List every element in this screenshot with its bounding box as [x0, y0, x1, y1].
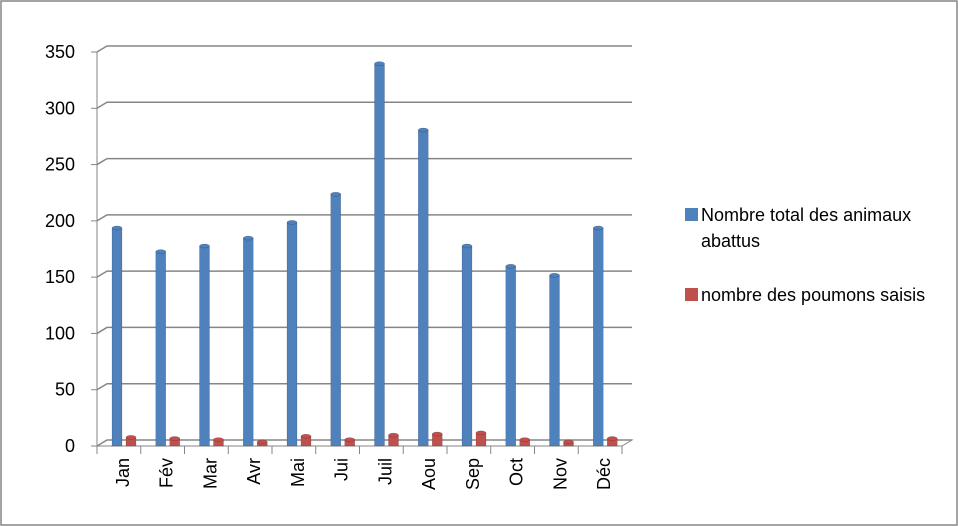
grid-line: [96, 382, 632, 391]
x-tick-label: Juil: [375, 458, 395, 485]
bar-top: [344, 437, 355, 442]
grid-line: [96, 326, 632, 335]
bar-top: [111, 225, 123, 231]
x-tick-label: Sep: [463, 458, 483, 490]
bar-top: [461, 243, 473, 249]
bar: [155, 251, 166, 447]
x-tick-label: Jui: [332, 458, 352, 481]
bar-group: [286, 220, 298, 447]
bar-group: [300, 433, 312, 447]
x-tick-label: Déc: [594, 458, 614, 490]
bar-top: [563, 439, 574, 445]
grid-line: [96, 101, 632, 109]
bar-group: [461, 243, 473, 447]
bar-top: [199, 243, 210, 249]
bar-top: [549, 273, 560, 278]
legend-label: nombre des poumons saisis: [701, 285, 926, 305]
bar-group: [519, 437, 530, 447]
y-tick-label: 0: [65, 436, 75, 456]
bar-top: [169, 436, 180, 441]
bar-group: [199, 243, 210, 447]
bar: [549, 275, 560, 447]
y-tick-label: 250: [45, 155, 75, 175]
bar-top: [505, 264, 516, 269]
bar-group: [418, 127, 429, 447]
x-tick-label: Nov: [550, 458, 570, 490]
x-tick-label: Oct: [507, 458, 527, 486]
bar-top: [155, 249, 166, 254]
grid-line: [96, 439, 632, 447]
y-tick-label: 300: [45, 98, 75, 118]
x-tick-label: Jan: [113, 458, 133, 487]
bar: [199, 245, 210, 447]
bar: [330, 193, 341, 447]
bar-group: [169, 436, 180, 447]
bar-group: [344, 437, 355, 447]
bar-top: [388, 432, 399, 438]
bar: [505, 266, 516, 447]
x-tick-label: Mai: [288, 458, 308, 487]
bar-top: [432, 431, 443, 437]
bar: [286, 222, 298, 447]
legend-item: Nombre total des animaux abattus: [685, 202, 945, 254]
bar-top: [607, 436, 618, 441]
bar-group: [257, 439, 268, 447]
bar-top: [593, 225, 604, 231]
bar: [374, 63, 385, 447]
bar-group: [607, 436, 618, 447]
bar-top: [213, 437, 224, 442]
bar-top: [286, 220, 298, 225]
bar-group: [374, 61, 385, 447]
x-tick-label: Fév: [157, 458, 177, 488]
bar-group: [432, 431, 443, 447]
bar-top: [475, 430, 487, 436]
bar-group: [388, 432, 399, 447]
bar-group: [505, 264, 516, 447]
bar-group: [330, 191, 341, 447]
bar-group: [475, 430, 487, 447]
bar-top: [330, 191, 341, 197]
legend-item: nombre des poumons saisis: [685, 282, 945, 308]
grid-line: [96, 157, 632, 166]
y-tick-label: 150: [45, 267, 75, 287]
y-tick-label: 50: [55, 380, 75, 400]
bar-group: [243, 235, 254, 447]
bar: [418, 129, 429, 447]
y-tick-label: 100: [45, 323, 75, 343]
grid-line: [96, 270, 632, 278]
legend-swatch: [685, 288, 698, 301]
bar-group: [125, 435, 137, 447]
bar-group: [593, 225, 604, 447]
bar-top: [243, 235, 254, 241]
bar-top: [125, 435, 137, 440]
bar: [111, 227, 123, 447]
bar-group: [563, 439, 574, 447]
legend-label: Nombre total des animaux abattus: [701, 205, 912, 251]
grid-line: [96, 214, 632, 222]
bar-top: [374, 61, 385, 66]
x-tick-label: Avr: [244, 458, 264, 485]
bar-group: [155, 249, 166, 447]
y-tick-label: 200: [45, 211, 75, 231]
bar: [593, 227, 604, 447]
bar-group: [213, 437, 224, 447]
bar-top: [300, 433, 312, 439]
legend-swatch: [685, 208, 698, 221]
bar-top: [519, 437, 530, 442]
bar: [243, 237, 254, 447]
y-tick-label: 350: [45, 42, 75, 62]
x-tick-label: Mar: [200, 458, 220, 489]
bar-top: [257, 439, 268, 445]
bar: [461, 245, 473, 447]
x-tick-label: Aou: [419, 458, 439, 490]
bar-top: [418, 127, 429, 133]
grid-line: [96, 45, 632, 53]
bar-group: [549, 273, 560, 447]
bar-group: [111, 225, 123, 447]
